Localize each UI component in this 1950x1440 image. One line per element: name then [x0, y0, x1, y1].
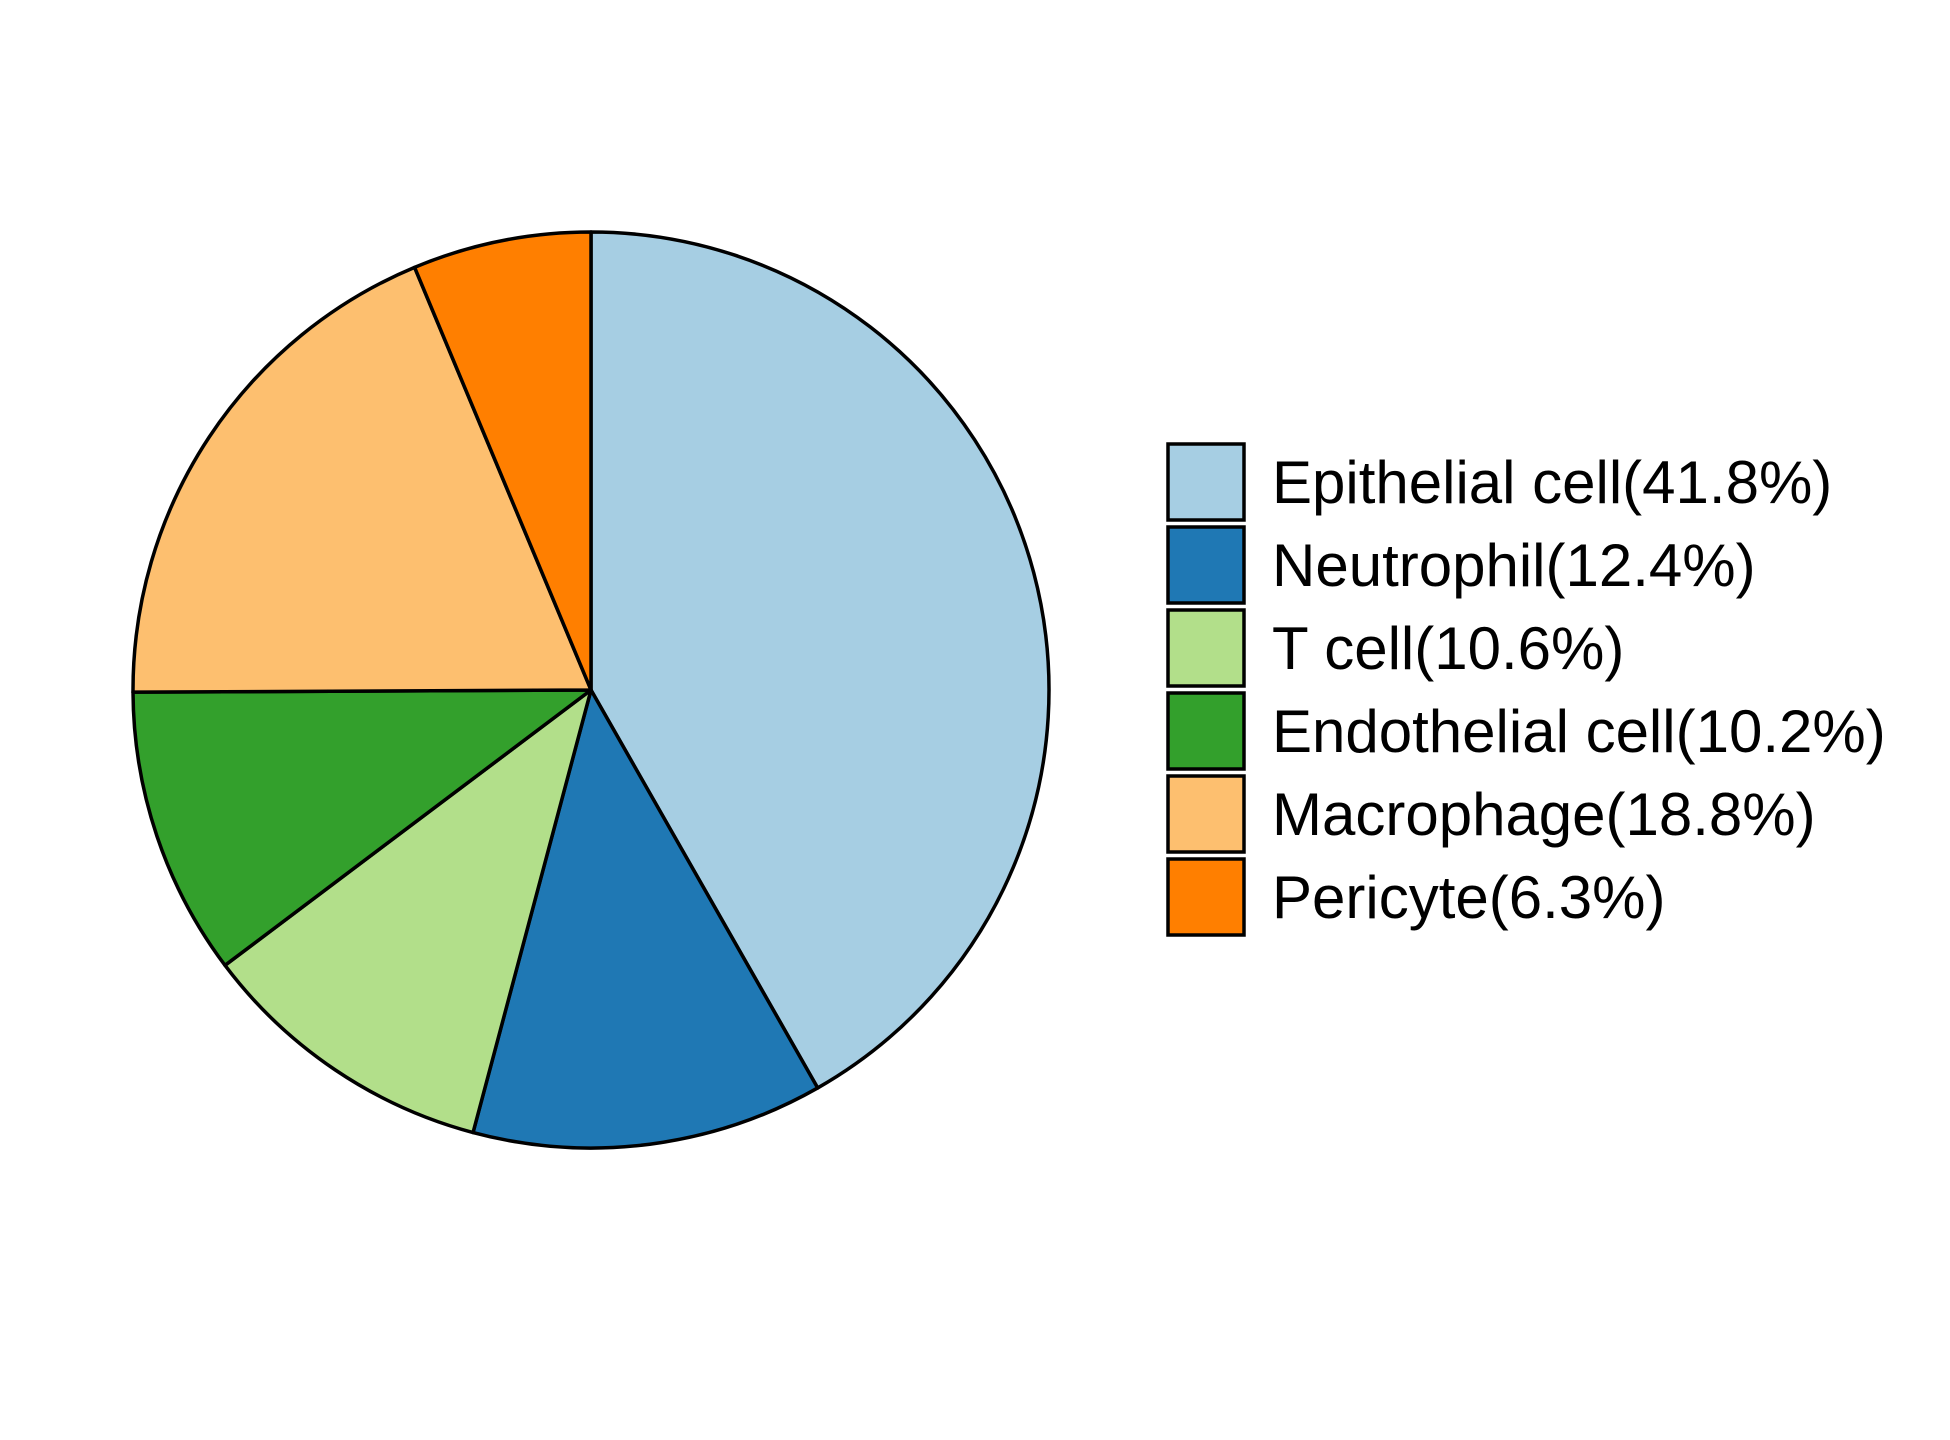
legend-label: Epithelial cell(41.8%)	[1272, 449, 1832, 516]
legend-swatch	[1166, 525, 1246, 605]
legend-swatch	[1166, 442, 1246, 522]
legend-swatch	[1166, 608, 1246, 688]
pie-slice-epithelial-cell	[589, 230, 1051, 1090]
pie-slice-neutrophil	[471, 688, 820, 1150]
legend-label: T cell(10.6%)	[1272, 615, 1624, 682]
legend-label: Macrophage(18.8%)	[1272, 781, 1816, 848]
legend-item: Epithelial cell(41.8%)	[1166, 442, 1832, 522]
pie-slice-macrophage	[131, 265, 593, 694]
legend-label: Pericyte(6.3%)	[1272, 864, 1665, 931]
legend-label: Neutrophil(12.4%)	[1272, 532, 1756, 599]
legend-item: Endothelial cell(10.2%)	[1166, 691, 1886, 771]
pie-slices	[131, 230, 1051, 1150]
legend-item: T cell(10.6%)	[1166, 608, 1624, 688]
pie-slice-endothelial-cell	[131, 688, 593, 968]
legend-item: Pericyte(6.3%)	[1166, 857, 1665, 937]
legend: Epithelial cell(41.8%) Neutrophil(12.4%) T…	[1166, 442, 1886, 937]
legend-swatch	[1166, 857, 1246, 937]
pie-slice-pericyte	[412, 230, 593, 692]
legend-label: Endothelial cell(10.2%)	[1272, 698, 1886, 765]
legend-swatch	[1166, 691, 1246, 771]
legend-item: Macrophage(18.8%)	[1166, 774, 1816, 854]
pie-slice-t-cell	[223, 688, 593, 1135]
legend-swatch	[1166, 774, 1246, 854]
legend-item: Neutrophil(12.4%)	[1166, 525, 1756, 605]
